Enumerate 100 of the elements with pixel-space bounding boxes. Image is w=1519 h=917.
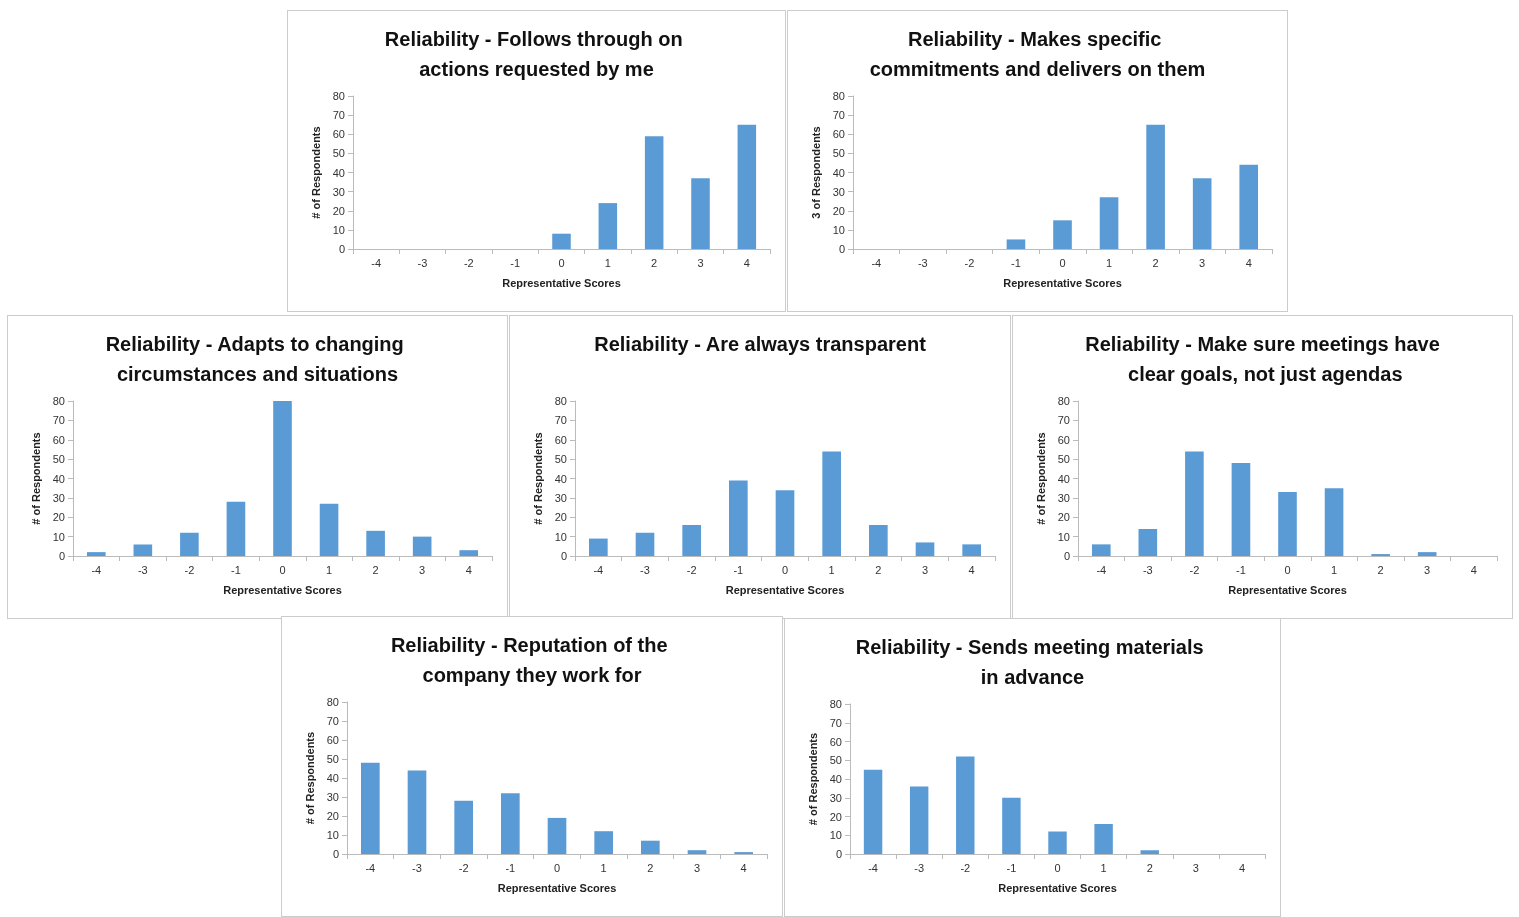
bar xyxy=(454,800,473,854)
chart-title: Reliability - Make sure meetings have clear goals, not just agendas xyxy=(1085,333,1440,385)
bar xyxy=(1146,124,1165,249)
y-axis-title: # of Respondents xyxy=(1035,432,1048,525)
x-tick-label: -4 xyxy=(871,256,882,269)
bar xyxy=(1094,824,1113,854)
y-tick-label: 10 xyxy=(52,530,65,543)
bar xyxy=(737,124,757,249)
y-tick-label: 70 xyxy=(832,109,845,122)
y-tick-label: 0 xyxy=(1063,550,1070,562)
bar xyxy=(552,233,571,249)
y-tick-label: 30 xyxy=(832,185,845,198)
y-tick-label: 20 xyxy=(832,204,845,217)
bar xyxy=(1231,463,1251,556)
bar xyxy=(407,770,427,854)
x-tick-label: 3 xyxy=(921,563,929,576)
y-tick-label: 70 xyxy=(829,716,842,729)
bar xyxy=(1091,544,1111,556)
x-tick-label: -2 xyxy=(1189,563,1200,576)
bar xyxy=(863,769,883,854)
y-tick-label: 0 xyxy=(332,848,339,860)
y-tick-label: 0 xyxy=(835,848,842,860)
y-tick-label: 60 xyxy=(1057,433,1070,446)
x-tick-label: -4 xyxy=(868,861,878,874)
x-tick-label: 2 xyxy=(651,256,658,269)
x-tick-label: 2 xyxy=(1146,861,1153,874)
x-tick-label: -4 xyxy=(1096,563,1107,576)
x-tick-label: -2 xyxy=(463,256,474,269)
bar xyxy=(501,793,520,854)
bar xyxy=(1417,552,1437,556)
x-axis-title: Representative Scores xyxy=(502,276,621,289)
x-tick-label: 1 xyxy=(600,861,607,874)
bar xyxy=(547,817,567,854)
y-axis-title: # of Respondents xyxy=(304,731,317,825)
x-tick-label: -2 xyxy=(184,563,195,576)
bar xyxy=(691,178,710,249)
x-tick-label: -3 xyxy=(640,563,650,576)
y-tick-label: 50 xyxy=(52,453,65,466)
y-tick-label: 0 xyxy=(338,243,345,255)
x-tick-label: 0 xyxy=(279,563,286,576)
y-tick-label: 60 xyxy=(832,128,845,141)
y-axis-title: 3 of Respondents xyxy=(810,126,823,219)
x-tick-label: -3 xyxy=(1142,563,1153,576)
y-tick-label: 0 xyxy=(560,550,567,562)
bar xyxy=(86,552,106,556)
bar xyxy=(775,490,795,556)
bar xyxy=(1324,488,1344,556)
x-tick-label: 1 xyxy=(604,256,611,269)
x-tick-label: -2 xyxy=(686,563,697,576)
y-tick-label: 80 xyxy=(832,90,845,102)
x-tick-label: 2 xyxy=(372,563,379,576)
x-tick-label: 4 xyxy=(465,563,472,576)
y-tick-label: 10 xyxy=(332,223,345,236)
y-tick-label: 50 xyxy=(832,147,845,160)
bar xyxy=(962,544,981,556)
y-tick-label: 50 xyxy=(1057,453,1070,466)
y-axis-title: # of Respondents xyxy=(807,732,820,826)
y-tick-label: 40 xyxy=(832,166,845,179)
x-axis-title: Representative Scores xyxy=(1228,583,1347,596)
y-tick-label: 30 xyxy=(1057,491,1070,504)
chart-title: Reliability - Sends meeting materials in advance xyxy=(855,636,1210,688)
y-tick-label: 30 xyxy=(326,791,339,803)
bar xyxy=(273,401,292,556)
x-tick-label: 4 xyxy=(743,256,750,269)
y-tick-label: 10 xyxy=(829,829,842,842)
y-tick-label: 70 xyxy=(332,109,345,122)
x-tick-label: -3 xyxy=(137,563,148,576)
bar xyxy=(412,536,432,556)
x-axis-title: Representative Scores xyxy=(998,881,1117,894)
bar xyxy=(1192,178,1212,249)
bar xyxy=(682,525,701,556)
y-axis-title: # of Respondents xyxy=(532,432,545,525)
bar xyxy=(1006,239,1026,249)
x-tick-label: 1 xyxy=(828,563,835,576)
y-tick-label: 40 xyxy=(1057,472,1070,485)
bar xyxy=(133,544,153,556)
y-tick-label: 40 xyxy=(829,773,842,785)
y-tick-label: 60 xyxy=(52,433,65,446)
x-tick-label: 4 xyxy=(1238,861,1246,874)
x-tick-label: 2 xyxy=(875,563,882,576)
y-tick-label: 80 xyxy=(829,698,842,710)
y-tick-label: 80 xyxy=(326,696,339,708)
bar xyxy=(180,532,199,556)
x-tick-label: 2 xyxy=(647,861,654,874)
bar xyxy=(1185,451,1204,556)
x-axis-title: Representative Scores xyxy=(497,881,617,894)
bar xyxy=(1048,831,1067,854)
x-tick-label: -1 xyxy=(1011,256,1021,269)
bar xyxy=(1138,528,1158,556)
y-tick-label: 80 xyxy=(332,90,345,102)
bar xyxy=(909,786,929,854)
x-axis-title: Representative Scores xyxy=(223,583,342,596)
x-tick-label: -2 xyxy=(964,256,975,269)
y-tick-label: 40 xyxy=(554,472,567,485)
chart-title: Reliability - Reputation of the company they work for xyxy=(390,634,674,686)
x-tick-label: -1 xyxy=(733,563,744,576)
bar xyxy=(366,530,385,556)
bar xyxy=(589,538,608,556)
y-tick-label: 50 xyxy=(554,453,567,466)
x-tick-label: -3 xyxy=(412,861,422,874)
